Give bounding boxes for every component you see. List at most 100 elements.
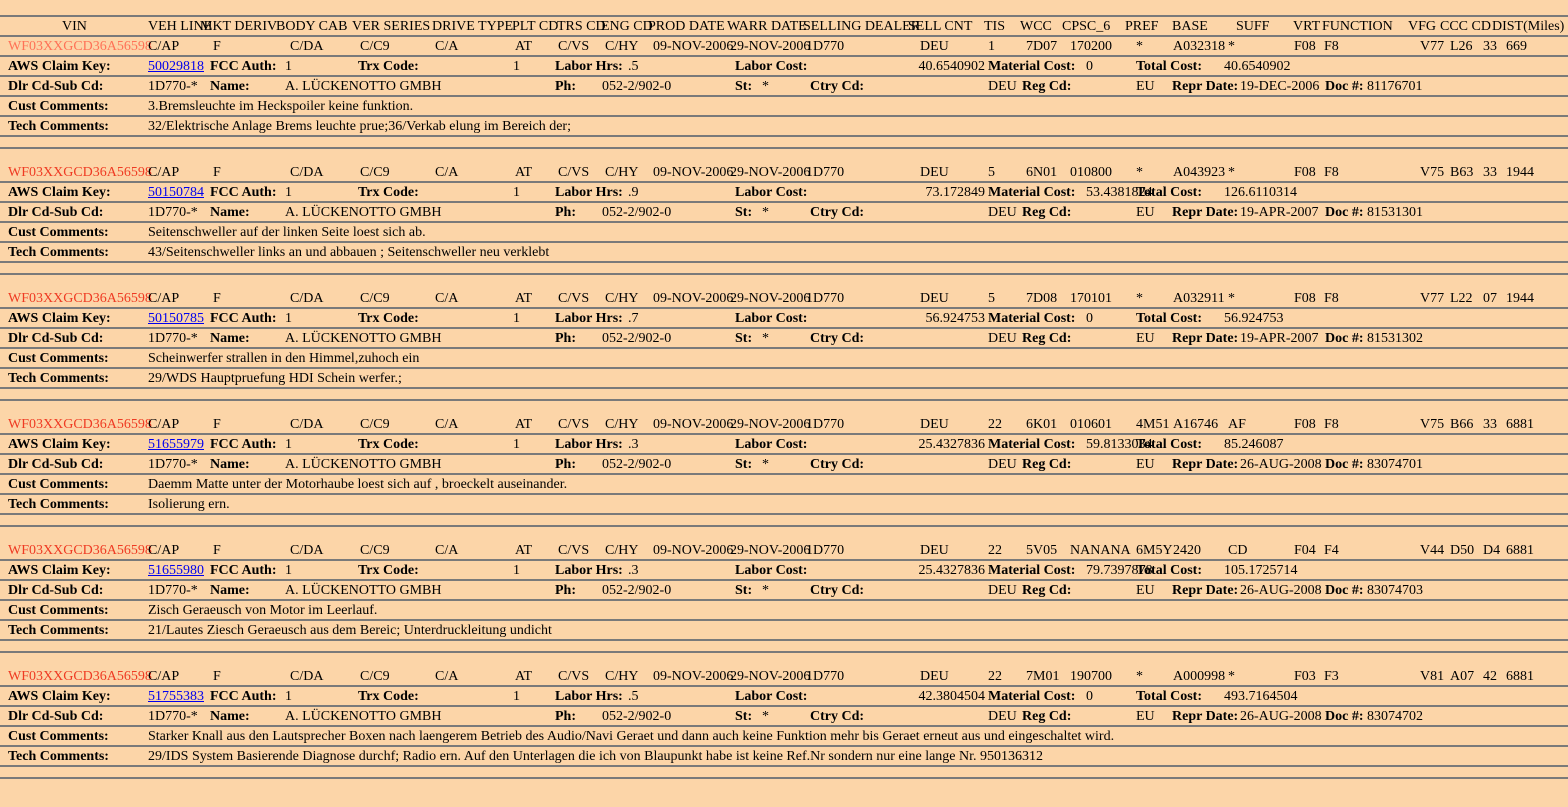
- cust-comments-row: Cust Comments: Starker Knall aus den Lau…: [0, 727, 1568, 747]
- ph-label: Ph:: [555, 331, 576, 346]
- tis-value: 22: [988, 417, 1002, 432]
- ph-value: 052-2/902-0: [602, 79, 672, 94]
- cd-value: 33: [1483, 39, 1497, 54]
- aws-claim-key-link[interactable]: 50150785: [148, 311, 204, 326]
- st-value: *: [762, 709, 769, 724]
- trx-code-value: 1: [513, 185, 520, 200]
- labor-cost-value: 25.4327836: [918, 563, 986, 578]
- cust-comments-value: Scheinwerfer strallen in den Himmel,zuho…: [148, 351, 420, 366]
- sell-cnt-value: DEU: [920, 291, 949, 306]
- dealer-row: Dlr Cd-Sub Cd: 1D770-* Name: A. LÜCKENOT…: [0, 203, 1568, 223]
- drive-type-value: C/A: [435, 669, 459, 684]
- vehicle-row: WF03XXGCD36A56598 C/AP F C/DA C/C9 C/A A…: [0, 541, 1568, 561]
- plt-cd-value: AT: [515, 39, 533, 54]
- claim-record: WF03XXGCD36A56598 C/AP F C/DA C/C9 C/A A…: [0, 527, 1568, 653]
- function-value: F8: [1324, 417, 1339, 432]
- base-value: 2420: [1173, 543, 1201, 558]
- labor-hrs-value: .9: [628, 185, 639, 200]
- col-header-selling-dealer: SELLING DEALER: [803, 19, 921, 34]
- body-cab-value: C/DA: [290, 291, 324, 306]
- total-cost-label: Total Cost:: [1136, 437, 1202, 452]
- pref-value: *: [1136, 669, 1143, 684]
- reg-cd-label: Reg Cd:: [1022, 79, 1072, 94]
- dlr-cd-sub-cd-label: Dlr Cd-Sub Cd:: [8, 457, 104, 472]
- col-header-suff: SUFF: [1236, 19, 1270, 34]
- col-header-plt-cd: PLT CD: [512, 19, 559, 34]
- dlr-cd-sub-cd-value: 1D770-*: [148, 205, 198, 220]
- repr-date-value: 26-AUG-2008: [1240, 583, 1322, 598]
- warr-date-value: 29-NOV-2006: [730, 543, 811, 558]
- cust-comments-row: Cust Comments: Daemm Matte unter der Mot…: [0, 475, 1568, 495]
- ccc-value: D50: [1450, 543, 1475, 558]
- ph-label: Ph:: [555, 205, 576, 220]
- dlr-cd-sub-cd-value: 1D770-*: [148, 583, 198, 598]
- st-label: St:: [735, 79, 753, 94]
- selling-dealer-value: 1D770: [806, 291, 845, 306]
- drive-type-value: C/A: [435, 291, 459, 306]
- dlr-cd-sub-cd-label: Dlr Cd-Sub Cd:: [8, 205, 104, 220]
- cpsc-6-value: 170101: [1070, 291, 1112, 306]
- total-cost-value: 126.6110314: [1224, 185, 1297, 200]
- ph-value: 052-2/902-0: [602, 205, 672, 220]
- fcc-auth-value: 1: [285, 59, 292, 74]
- fcc-auth-label: FCC Auth:: [210, 185, 277, 200]
- warranty-claims-report: VIN VEH LINE MKT DERIV BODY CAB VER SERI…: [0, 15, 1568, 779]
- col-header-veh-line: VEH LINE: [148, 19, 213, 34]
- material-cost-label: Material Cost:: [988, 185, 1076, 200]
- name-label: Name:: [210, 205, 250, 220]
- repr-date-label: Repr Date:: [1172, 331, 1239, 346]
- trs-cd-value: C/VS: [558, 669, 590, 684]
- labor-hrs-label: Labor Hrs:: [555, 689, 623, 704]
- veh-line-value: C/AP: [148, 165, 180, 180]
- col-header-wcc: WCC: [1020, 19, 1052, 34]
- material-cost-value: 79.7397878: [1086, 563, 1153, 578]
- vehicle-row: WF03XXGCD36A56598 C/AP F C/DA C/C9 C/A A…: [0, 667, 1568, 687]
- labor-hrs-value: .5: [628, 689, 639, 704]
- fcc-auth-label: FCC Auth:: [210, 311, 277, 326]
- aws-claim-key-link[interactable]: 51655979: [148, 437, 204, 452]
- ctry-cd-value: DEU: [988, 205, 1017, 220]
- drive-type-value: C/A: [435, 39, 459, 54]
- st-value: *: [762, 457, 769, 472]
- tech-comments-value: Isolierung ern.: [148, 497, 230, 512]
- aws-claim-key-link[interactable]: 50029818: [148, 59, 204, 74]
- ctry-cd-value: DEU: [988, 709, 1017, 724]
- prod-date-value: 09-NOV-2006: [653, 165, 734, 180]
- labor-hrs-label: Labor Hrs:: [555, 563, 623, 578]
- doc-no-value: 83074701: [1367, 457, 1423, 472]
- suff-value: *: [1228, 669, 1235, 684]
- selling-dealer-value: 1D770: [806, 417, 845, 432]
- tech-comments-label: Tech Comments:: [8, 119, 109, 134]
- material-cost-label: Material Cost:: [988, 689, 1076, 704]
- trx-code-value: 1: [513, 689, 520, 704]
- ccc-value: L26: [1450, 39, 1473, 54]
- col-header-drive-type: DRIVE TYPE: [432, 19, 514, 34]
- eng-cd-value: C/HY: [605, 291, 639, 306]
- tis-value: 1: [988, 39, 995, 54]
- labor-hrs-value: .7: [628, 311, 639, 326]
- ph-value: 052-2/902-0: [602, 709, 672, 724]
- repr-date-label: Repr Date:: [1172, 709, 1239, 724]
- selling-dealer-value: 1D770: [806, 39, 845, 54]
- aws-claim-key-link[interactable]: 50150784: [148, 185, 204, 200]
- dealer-row: Dlr Cd-Sub Cd: 1D770-* Name: A. LÜCKENOT…: [0, 77, 1568, 97]
- eng-cd-value: C/HY: [605, 39, 639, 54]
- ph-value: 052-2/902-0: [602, 583, 672, 598]
- labor-cost-label: Labor Cost:: [735, 59, 808, 74]
- cd-value: 33: [1483, 417, 1497, 432]
- sell-cnt-value: DEU: [920, 669, 949, 684]
- col-header-tis: TIS: [984, 19, 1005, 34]
- eng-cd-value: C/HY: [605, 543, 639, 558]
- aws-claim-key-link[interactable]: 51755383: [148, 689, 204, 704]
- name-label: Name:: [210, 457, 250, 472]
- claim-row: AWS Claim Key: 51755383 FCC Auth: 1 Trx …: [0, 687, 1568, 707]
- mkt-deriv-value: F: [213, 291, 221, 306]
- aws-claim-key-link[interactable]: 51655980: [148, 563, 204, 578]
- ph-label: Ph:: [555, 583, 576, 598]
- col-header-vin: VIN: [62, 19, 87, 34]
- fcc-auth-value: 1: [285, 437, 292, 452]
- trx-code-value: 1: [513, 437, 520, 452]
- labor-hrs-value: .5: [628, 59, 639, 74]
- repr-date-label: Repr Date:: [1172, 457, 1239, 472]
- dlr-cd-sub-cd-value: 1D770-*: [148, 331, 198, 346]
